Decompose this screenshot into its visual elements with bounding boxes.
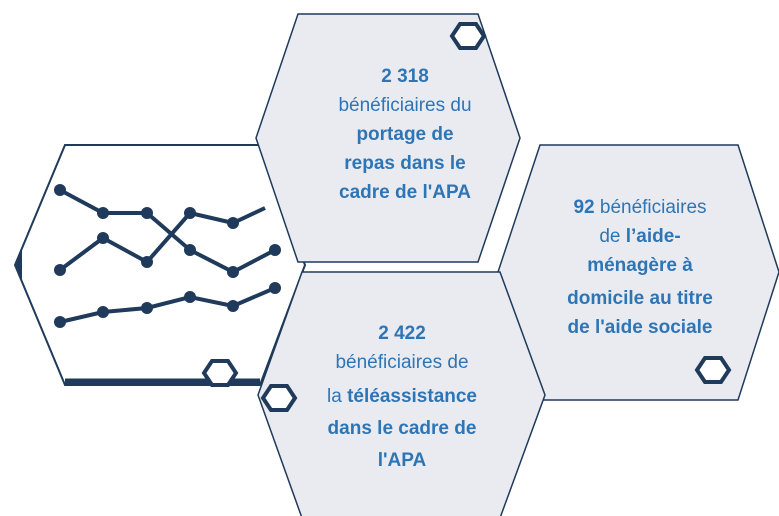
hexagon-text: l'APA	[378, 450, 427, 471]
text: dans le cadre de	[328, 418, 477, 439]
hexagon-text: 2 318	[381, 66, 429, 87]
text: téléassistance	[347, 386, 477, 407]
hexagon-edge	[15, 247, 22, 283]
hexagon-text: de l'aide sociale	[568, 317, 713, 338]
number: 92	[573, 197, 594, 218]
text: la	[327, 386, 342, 407]
line-icon-dots	[54, 184, 281, 328]
hexagon-text: 92 bénéficiaires	[573, 197, 706, 218]
text: de l'aide sociale	[568, 317, 713, 338]
info-hexagon	[255, 13, 521, 263]
text: portage de	[356, 124, 453, 145]
hexagon-text: de l’aide-	[599, 226, 680, 247]
text: cadre de l'APA	[339, 182, 471, 203]
hexagon-text: la téléassistance	[327, 386, 477, 407]
text: ménagère à	[587, 255, 693, 276]
hexagon-text: bénéficiaires de	[335, 352, 468, 373]
hexagon-text: 2 422	[378, 323, 426, 344]
hexagon-text: cadre de l'APA	[339, 182, 471, 203]
text: domicile au titre	[567, 288, 713, 309]
small-hexagon	[201, 22, 732, 412]
hexagon-text: bénéficiaires du	[338, 95, 471, 116]
number: 2 422	[378, 323, 426, 344]
hexagon-text: dans le cadre de	[328, 418, 477, 439]
text: bénéficiaires de	[335, 352, 468, 373]
info-hexagon	[257, 271, 546, 516]
text: de	[599, 226, 620, 247]
text: repas dans le	[344, 153, 465, 174]
text: bénéficiaires	[600, 197, 707, 218]
hexagon-text: repas dans le	[344, 153, 465, 174]
hexagon-text: ménagère à	[587, 255, 693, 276]
hexagon-text: domicile au titre	[567, 288, 713, 309]
text: bénéficiaires du	[338, 95, 471, 116]
text: l'APA	[378, 450, 427, 471]
number: 2 318	[381, 66, 429, 87]
hexagon-text: portage de	[356, 124, 453, 145]
text: l’aide-	[626, 226, 681, 247]
